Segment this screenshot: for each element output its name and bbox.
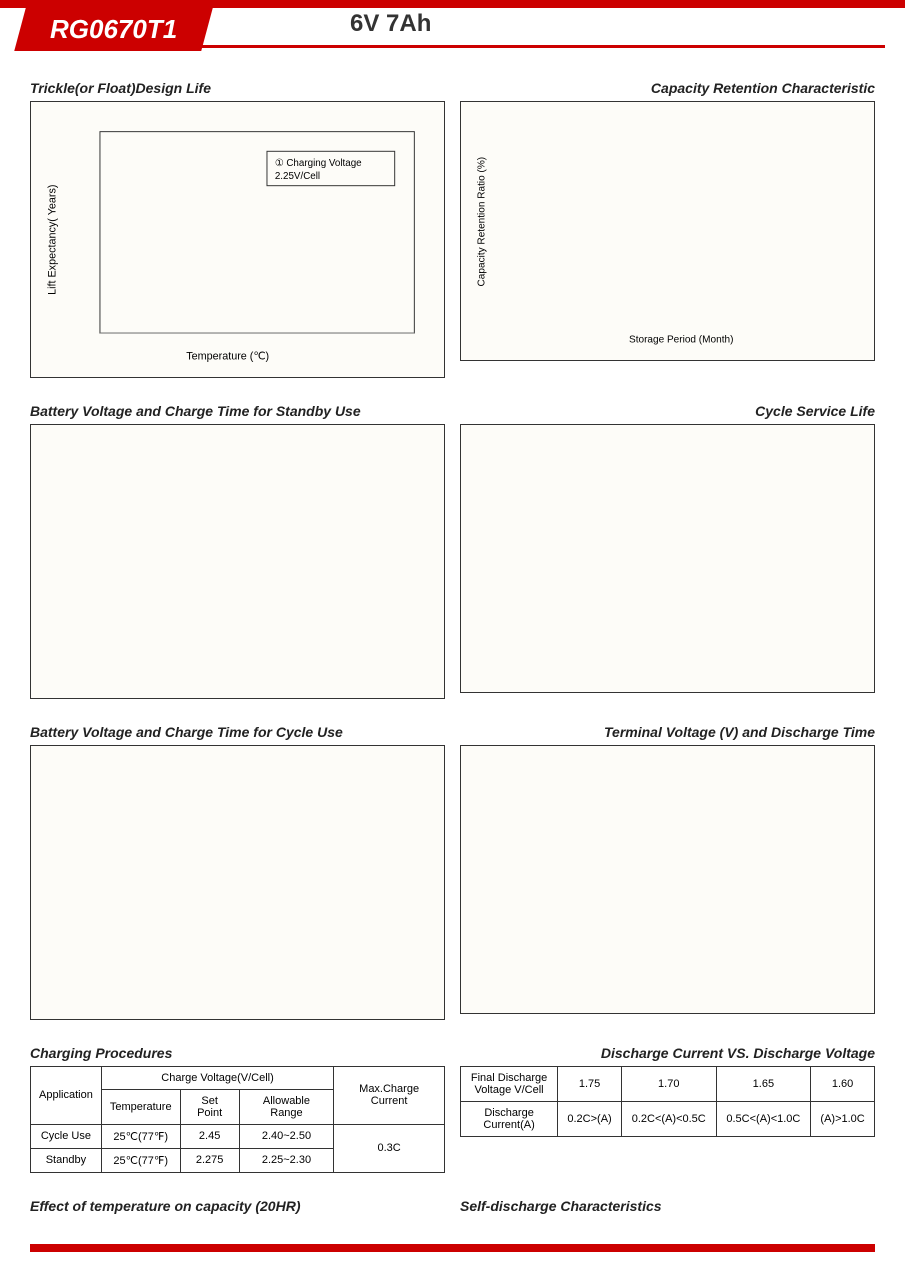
terminal-panel: Terminal Voltage (V) and Discharge Time bbox=[460, 724, 875, 1020]
trickle-title: Trickle(or Float)Design Life bbox=[30, 80, 445, 96]
discharge-table-panel: Discharge Current VS. Discharge Voltage … bbox=[460, 1045, 875, 1173]
temp-effect-title: Effect of temperature on capacity (20HR) bbox=[30, 1198, 445, 1214]
self-discharge-panel: Self-discharge Characteristics bbox=[460, 1198, 875, 1219]
spec-text: 6V 7Ah bbox=[350, 10, 431, 38]
model-text: RG0670T1 bbox=[50, 14, 177, 45]
svg-text:① Charging Voltage: ① Charging Voltage bbox=[275, 158, 362, 169]
standby-title: Battery Voltage and Charge Time for Stan… bbox=[30, 403, 445, 419]
cycle-use-title: Battery Voltage and Charge Time for Cycl… bbox=[30, 724, 445, 740]
charging-title: Charging Procedures bbox=[30, 1045, 445, 1061]
discharge-title: Discharge Current VS. Discharge Voltage bbox=[460, 1045, 875, 1061]
svg-text:2.25V/Cell: 2.25V/Cell bbox=[275, 171, 320, 182]
cycle-use-chart bbox=[41, 756, 434, 1009]
discharge-table: Final Discharge Voltage V/Cell1.751.701.… bbox=[460, 1066, 875, 1137]
retention-chart: Storage Period (Month) Capacity Retentio… bbox=[471, 112, 864, 350]
standby-panel: Battery Voltage and Charge Time for Stan… bbox=[30, 403, 445, 699]
retention-panel: Capacity Retention Characteristic Storag… bbox=[460, 80, 875, 378]
header-top-bar bbox=[0, 0, 905, 8]
charging-table: ApplicationCharge Voltage(V/Cell)Max.Cha… bbox=[30, 1066, 445, 1173]
svg-text:Temperature (℃): Temperature (℃) bbox=[186, 351, 269, 363]
trickle-chart: ① Charging Voltage 2.25V/Cell Temperatur… bbox=[41, 112, 434, 367]
header: RG0670T1 6V 7Ah bbox=[0, 0, 905, 50]
retention-title: Capacity Retention Characteristic bbox=[460, 80, 875, 96]
terminal-chart bbox=[471, 756, 864, 1003]
standby-chart bbox=[41, 435, 434, 688]
header-bottom-bar bbox=[20, 45, 885, 48]
svg-text:Lift Expectancy( Years): Lift Expectancy( Years) bbox=[47, 185, 59, 295]
charging-table-panel: Charging Procedures ApplicationCharge Vo… bbox=[30, 1045, 445, 1173]
temp-effect-panel: Effect of temperature on capacity (20HR) bbox=[30, 1198, 445, 1219]
svg-text:Capacity Retention Ratio (%): Capacity Retention Ratio (%) bbox=[477, 157, 488, 287]
svg-text:Storage Period (Month): Storage Period (Month) bbox=[629, 334, 733, 345]
self-discharge-title: Self-discharge Characteristics bbox=[460, 1198, 875, 1214]
cycle-life-title: Cycle Service Life bbox=[460, 403, 875, 419]
cycle-life-chart bbox=[471, 435, 864, 682]
cycle-life-panel: Cycle Service Life bbox=[460, 403, 875, 699]
trickle-panel: Trickle(or Float)Design Life ① Charging … bbox=[30, 80, 445, 378]
cycle-use-panel: Battery Voltage and Charge Time for Cycl… bbox=[30, 724, 445, 1020]
footer-bar bbox=[30, 1244, 875, 1252]
terminal-title: Terminal Voltage (V) and Discharge Time bbox=[460, 724, 875, 740]
